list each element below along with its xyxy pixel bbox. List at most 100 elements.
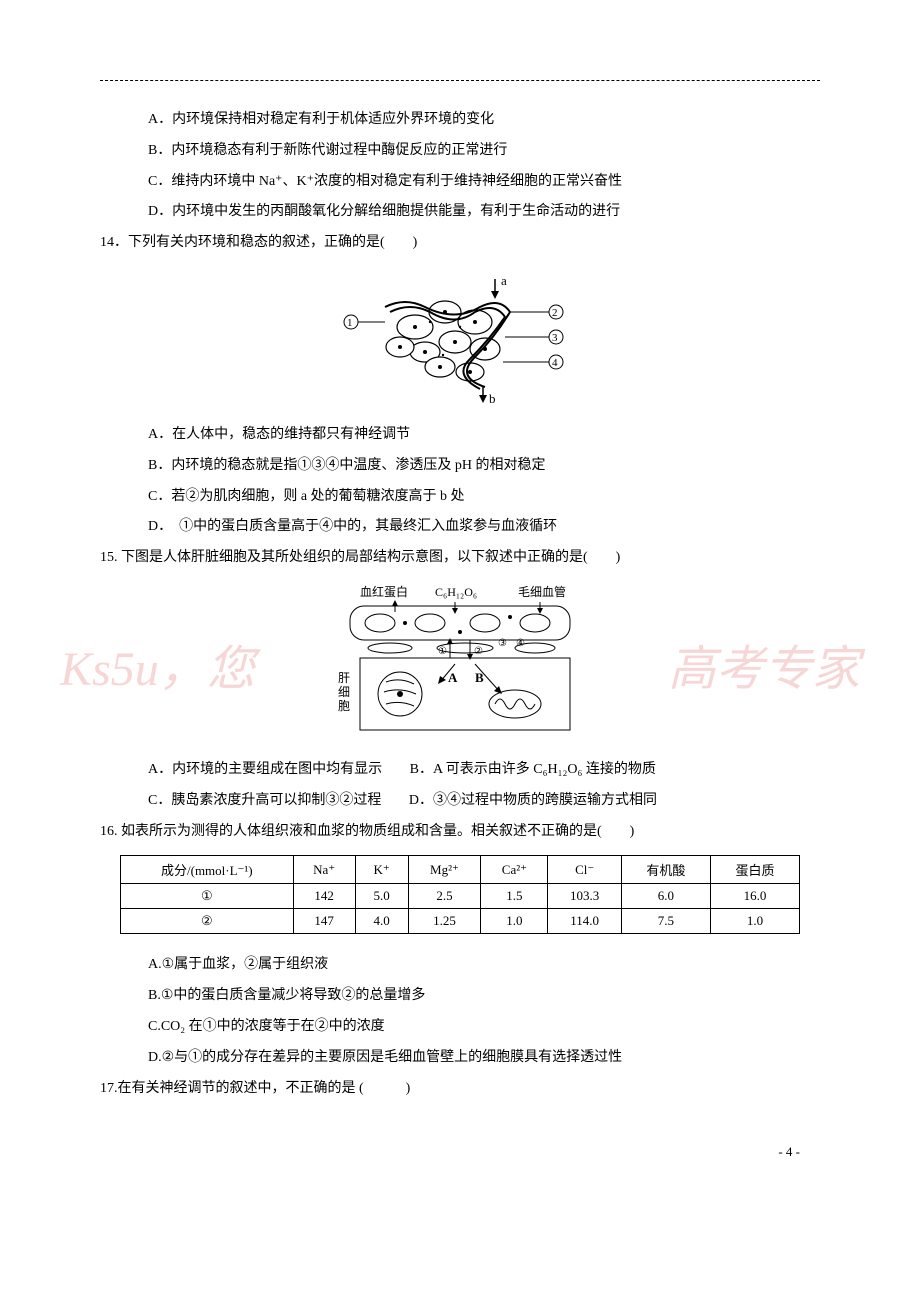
fig14-label-4: 4 bbox=[552, 357, 558, 369]
page-number: - 4 - bbox=[100, 1144, 820, 1160]
q15-options-row2: C．胰岛素浓度升高可以抑制③②过程 D．③④过程中物质的跨膜运输方式相同 bbox=[148, 786, 820, 817]
table-row: ① 142 5.0 2.5 1.5 103.3 6.0 16.0 bbox=[121, 884, 800, 909]
q16-option-b: B.①中的蛋白质含量减少将导致②的总量增多 bbox=[148, 981, 820, 1012]
opt-label: A. bbox=[148, 957, 162, 972]
q13-option-a: A．内环境保持相对稳定有利于机体适应外界环境的变化 bbox=[148, 105, 820, 136]
col-head: Cl⁻ bbox=[548, 856, 622, 884]
q17-stem: 17.在有关神经调节的叙述中，不正确的是 ( ) bbox=[100, 1074, 820, 1105]
q13-option-b: B．内环境稳态有利于新陈代谢过程中酶促反应的正常进行 bbox=[148, 136, 820, 167]
opt-label: B． bbox=[148, 143, 171, 158]
table-row: ② 147 4.0 1.25 1.0 114.0 7.5 1.0 bbox=[121, 909, 800, 934]
cell: ① bbox=[121, 884, 294, 909]
q15-option-a: A．内环境的主要组成在图中均有显示 bbox=[148, 755, 382, 786]
fig15-n1: ① bbox=[438, 646, 447, 657]
opt-label: B. bbox=[148, 988, 161, 1003]
q14-option-a: A．在人体中，稳态的维持都只有神经调节 bbox=[148, 420, 820, 451]
opt-label: A． bbox=[148, 112, 172, 127]
opt-label: C． bbox=[148, 174, 171, 189]
watermark-right: 高考专家 bbox=[668, 629, 860, 699]
fig14-label-b: b bbox=[489, 391, 496, 406]
q16-stem: 16. 如表所示为测得的人体组织液和血浆的物质组成和含量。相关叙述不正确的是( … bbox=[100, 817, 820, 848]
cell: 16.0 bbox=[710, 884, 799, 909]
cell: 5.0 bbox=[355, 884, 408, 909]
q16-option-d: D.②与①的成分存在差异的主要原因是毛细血管壁上的细胞膜具有选择透过性 bbox=[148, 1043, 820, 1074]
opt-text: ②与①的成分存在差异的主要原因是毛细血管壁上的细胞膜具有选择透过性 bbox=[162, 1050, 623, 1065]
fig14-label-a: a bbox=[501, 273, 507, 288]
opt-text: 若②为肌肉细胞，则 a 处的葡萄糖浓度高于 b 处 bbox=[171, 489, 464, 504]
q15-options-row1: A．内环境的主要组成在图中均有显示 B．A 可表示由许多 C₆H₁₂O₆ 连接的… bbox=[148, 755, 820, 786]
q14-option-d: D． ①中的蛋白质含量高于④中的，其最终汇入血浆参与血液循环 bbox=[148, 512, 820, 543]
cell: 2.5 bbox=[408, 884, 481, 909]
cell: 1.5 bbox=[481, 884, 548, 909]
q14-figure: a b 1 2 3 4 bbox=[100, 267, 820, 412]
fig14-label-3: 3 bbox=[552, 332, 558, 344]
cell: 147 bbox=[293, 909, 355, 934]
q15-option-b: B．A 可表示由许多 C₆H₁₂O₆ 连接的物质 bbox=[410, 755, 656, 786]
fig15-n2: ② bbox=[474, 646, 483, 657]
fig15-label-liver: 肝 bbox=[338, 671, 350, 685]
fig15-label-hg: 血红蛋白 bbox=[360, 584, 408, 599]
opt-text: 胰岛素浓度升高可以抑制③②过程 bbox=[171, 793, 381, 808]
opt-label: A． bbox=[148, 427, 172, 442]
opt-text: 内环境的主要组成在图中均有显示 bbox=[172, 762, 382, 777]
fig14-label-1: 1 bbox=[347, 317, 353, 329]
fig15-A: A bbox=[448, 670, 458, 685]
q15-stem: 15. 下图是人体肝脏细胞及其所处组织的局部结构示意图，以下叙述中正确的是( ) bbox=[100, 543, 820, 574]
opt-text: ①中的蛋白质含量减少将导致②的总量增多 bbox=[161, 988, 426, 1003]
opt-label: D. bbox=[148, 1050, 162, 1065]
opt-text: 在人体中，稳态的维持都只有神经调节 bbox=[172, 427, 410, 442]
fig15-label-cap: 毛细血管 bbox=[518, 584, 566, 599]
opt-text: ③④过程中物质的跨膜运输方式相同 bbox=[433, 793, 657, 808]
opt-label: C. bbox=[148, 1019, 161, 1034]
q14-option-b: B．内环境的稳态就是指①③④中温度、渗透压及 pH 的相对稳定 bbox=[148, 451, 820, 482]
opt-label: B． bbox=[148, 458, 171, 473]
fig15-n3: ③ bbox=[498, 638, 507, 649]
q14-option-c: C．若②为肌肉细胞，则 a 处的葡萄糖浓度高于 b 处 bbox=[148, 482, 820, 513]
opt-text: CO₂ 在①中的浓度等于在②中的浓度 bbox=[161, 1019, 385, 1034]
opt-label: D． bbox=[148, 519, 165, 534]
cell: 6.0 bbox=[621, 884, 710, 909]
cell: 7.5 bbox=[621, 909, 710, 934]
q15-figure-wrap: Ks5u，您 高考专家 血红蛋白 C₆H₁₂O₆ 毛细血管 肝 细 胞 bbox=[100, 582, 820, 747]
col-head: K⁺ bbox=[355, 856, 408, 884]
cell: 114.0 bbox=[548, 909, 622, 934]
opt-text: ①属于血浆，②属于组织液 bbox=[162, 957, 329, 972]
top-dashed-rule bbox=[100, 80, 820, 81]
cell: 1.25 bbox=[408, 909, 481, 934]
col-head: 成分/(mmol·L⁻¹) bbox=[121, 856, 294, 884]
watermark-left: Ks5u，您 bbox=[60, 629, 255, 699]
svg-text:胞: 胞 bbox=[338, 699, 350, 713]
q16-option-c: C.CO₂ 在①中的浓度等于在②中的浓度 bbox=[148, 1012, 820, 1043]
fig15-n4: ④ bbox=[516, 638, 525, 649]
q16-table: 成分/(mmol·L⁻¹) Na⁺ K⁺ Mg²⁺ Ca²⁺ Cl⁻ 有机酸 蛋… bbox=[120, 855, 800, 934]
cell: 1.0 bbox=[481, 909, 548, 934]
q15-option-d: D．③④过程中物质的跨膜运输方式相同 bbox=[409, 786, 657, 817]
fig14-label-2: 2 bbox=[552, 307, 558, 319]
opt-text: ①中的蛋白质含量高于④中的，其最终汇入血浆参与血液循环 bbox=[165, 519, 557, 534]
table-header-row: 成分/(mmol·L⁻¹) Na⁺ K⁺ Mg²⁺ Ca²⁺ Cl⁻ 有机酸 蛋… bbox=[121, 856, 800, 884]
opt-label: D． bbox=[148, 204, 172, 219]
col-head: 蛋白质 bbox=[710, 856, 799, 884]
fig15-label-c6: C₆H₁₂O₆ bbox=[435, 585, 477, 599]
q16-option-a: A.①属于血浆，②属于组织液 bbox=[148, 950, 820, 981]
col-head: 有机酸 bbox=[621, 856, 710, 884]
cell: 1.0 bbox=[710, 909, 799, 934]
q13-option-c: C．维持内环境中 Na⁺、K⁺浓度的相对稳定有利于维持神经细胞的正常兴奋性 bbox=[148, 167, 820, 198]
col-head: Mg²⁺ bbox=[408, 856, 481, 884]
opt-text: 内环境保持相对稳定有利于机体适应外界环境的变化 bbox=[172, 112, 494, 127]
q14-stem: 14．下列有关内环境和稳态的叙述，正确的是( ) bbox=[100, 228, 820, 259]
opt-text: 内环境的稳态就是指①③④中温度、渗透压及 pH 的相对稳定 bbox=[171, 458, 545, 473]
q15-option-c: C．胰岛素浓度升高可以抑制③②过程 bbox=[148, 786, 381, 817]
opt-text: 内环境稳态有利于新陈代谢过程中酶促反应的正常进行 bbox=[171, 143, 507, 158]
cell: ② bbox=[121, 909, 294, 934]
cell: 4.0 bbox=[355, 909, 408, 934]
cell: 142 bbox=[293, 884, 355, 909]
opt-text: 维持内环境中 Na⁺、K⁺浓度的相对稳定有利于维持神经细胞的正常兴奋性 bbox=[171, 174, 622, 189]
q13-option-d: D．内环境中发生的丙酮酸氧化分解给细胞提供能量，有利于生命活动的进行 bbox=[148, 197, 820, 228]
col-head: Ca²⁺ bbox=[481, 856, 548, 884]
opt-label: C． bbox=[148, 489, 171, 504]
opt-text: A 可表示由许多 C₆H₁₂O₆ 连接的物质 bbox=[433, 762, 656, 777]
cell: 103.3 bbox=[548, 884, 622, 909]
opt-text: 内环境中发生的丙酮酸氧化分解给细胞提供能量，有利于生命活动的进行 bbox=[172, 204, 620, 219]
svg-text:细: 细 bbox=[338, 685, 350, 699]
